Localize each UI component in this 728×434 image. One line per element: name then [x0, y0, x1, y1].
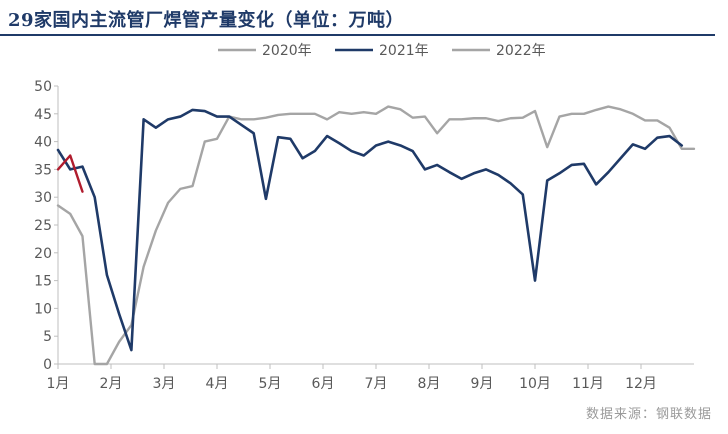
- series-line-2021年: [56, 108, 684, 352]
- x-tick-label: 12月: [625, 376, 657, 392]
- legend-label: 2020年: [262, 43, 312, 59]
- y-tick-label: 10: [34, 301, 52, 317]
- data-source-note: 数据来源：钢联数据: [585, 407, 712, 422]
- legend-label: 2021年: [379, 43, 429, 59]
- y-tick-label: 5: [43, 329, 52, 345]
- x-tick-label: 4月: [206, 376, 229, 392]
- series-line-2022年: [56, 154, 84, 193]
- y-tick-label: 35: [34, 162, 52, 178]
- x-tick-label: 1月: [47, 376, 70, 392]
- y-tick-label: 40: [34, 135, 52, 151]
- x-tick-label: 3月: [153, 376, 176, 392]
- y-tick-label: 0: [43, 357, 52, 373]
- y-tick-label: 45: [34, 107, 52, 123]
- chart-title: 29家国内主流管厂焊管产量变化（单位：万吨）: [8, 10, 405, 31]
- legend: 2020年 2021年 2022年: [218, 43, 546, 59]
- x-tick-label: 2月: [100, 376, 123, 392]
- y-tick-label: 30: [34, 190, 52, 206]
- x-tick-label: 6月: [312, 376, 335, 392]
- x-tick-label: 10月: [519, 376, 551, 392]
- y-tick-label: 25: [34, 218, 52, 234]
- series-line-2020年: [56, 105, 696, 366]
- x-tick-label: 9月: [471, 376, 494, 392]
- x-tick-label: 5月: [259, 376, 282, 392]
- legend-label: 2022年: [496, 43, 546, 59]
- x-tick-label: 8月: [418, 376, 441, 392]
- y-tick-label: 50: [34, 79, 52, 95]
- x-tick-label: 7月: [365, 376, 388, 392]
- title-underline: [0, 34, 715, 36]
- plot-area: 0 5 10 15 20 25 30 35 40 45 50 1月 2月 3月 4月 5月 6月 7月 8月 9月 10…: [34, 79, 696, 392]
- x-tick-label: 11月: [572, 376, 604, 392]
- y-tick-label: 20: [34, 246, 52, 262]
- y-tick-label: 15: [34, 274, 52, 290]
